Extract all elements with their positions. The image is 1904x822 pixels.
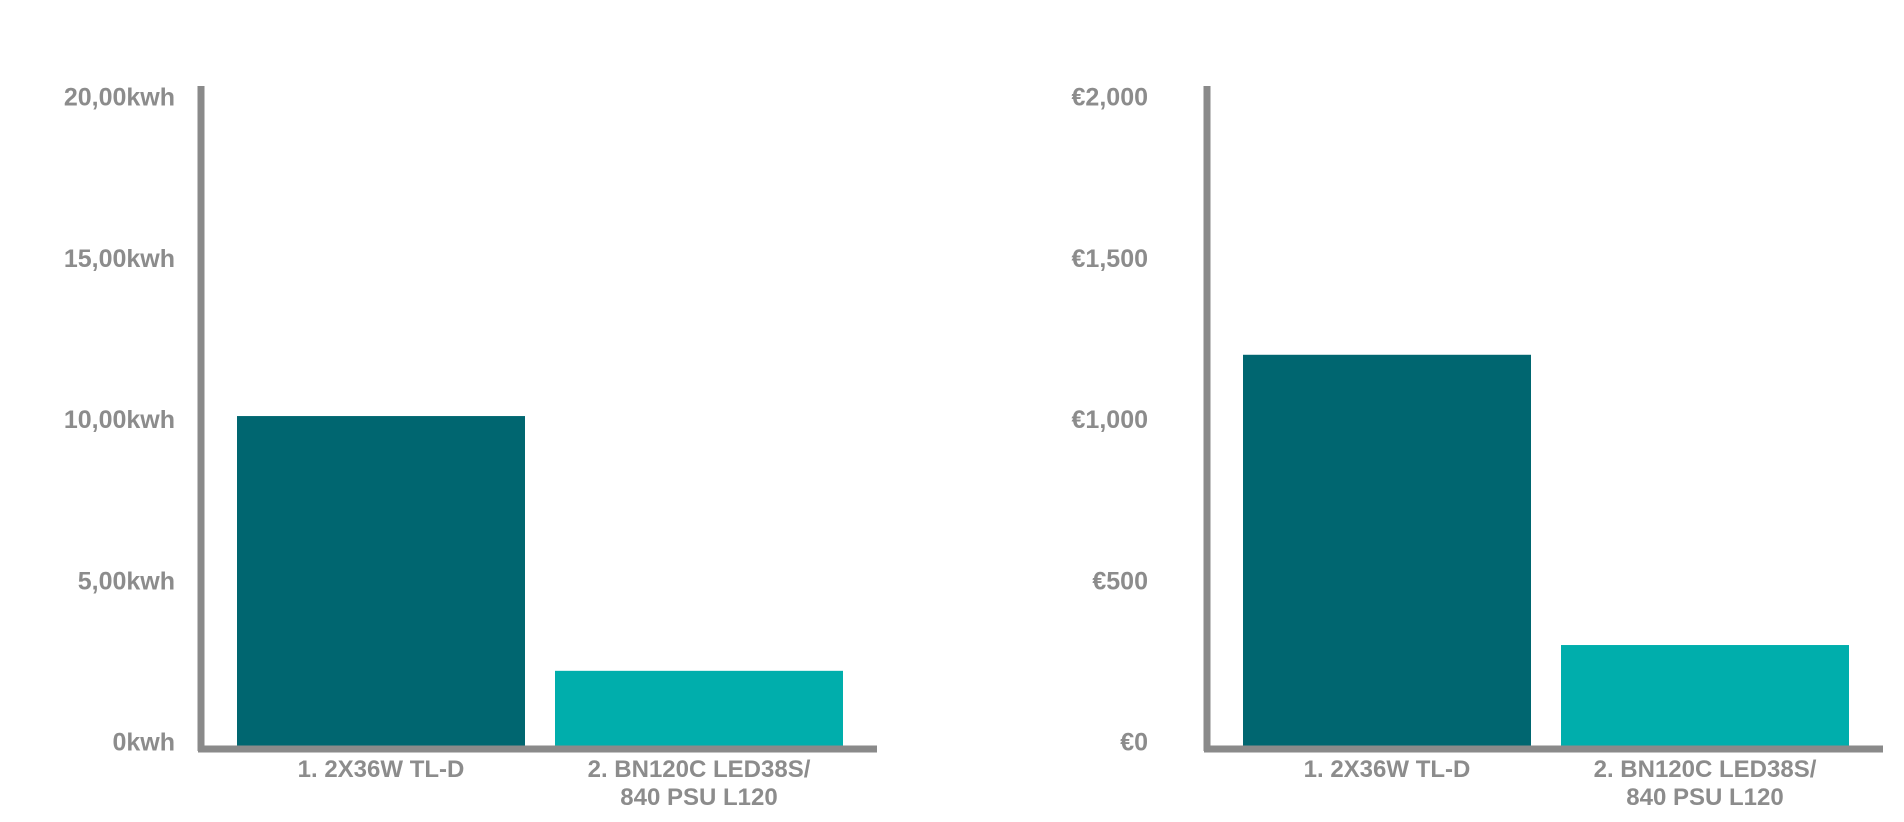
energy-usage-chart: 0kwh 5,00kwh 10,00kwh 15,00kwh 20,00kwh 1. 2X… (64, 84, 877, 811)
y-tick-label: €1,000 (1072, 406, 1148, 434)
energy-cost-chart: €0 €500 €1,000 €1,500 €2,000 1. 2X36W TL-D 2. … (1072, 84, 1883, 811)
x-category-label: 840 PSU L120 (620, 784, 777, 811)
y-tick-label: €0 (1120, 729, 1148, 757)
bar-1 (1243, 354, 1531, 746)
bar-1 (237, 416, 525, 746)
y-tick-label: €1,500 (1072, 245, 1148, 273)
x-category-label: 2. BN120C LED38S/ (1594, 756, 1817, 783)
y-tick-label: 5,00kwh (78, 567, 175, 595)
bar-2 (1561, 645, 1849, 746)
bar-2 (555, 670, 843, 746)
x-category-label: 1. 2X36W TL-D (298, 756, 465, 783)
y-tick-label: 20,00kwh (64, 84, 175, 112)
x-category-label: 1. 2X36W TL-D (1304, 756, 1471, 783)
x-category-label: 2. BN120C LED38S/ (588, 756, 811, 783)
y-tick-label: 15,00kwh (64, 245, 175, 273)
y-tick-label: 10,00kwh (64, 406, 175, 434)
y-tick-label: €500 (1092, 567, 1148, 595)
y-tick-label: €2,000 (1072, 84, 1148, 112)
y-tick-label: 0kwh (112, 729, 175, 757)
x-category-label: 840 PSU L120 (1626, 784, 1783, 811)
